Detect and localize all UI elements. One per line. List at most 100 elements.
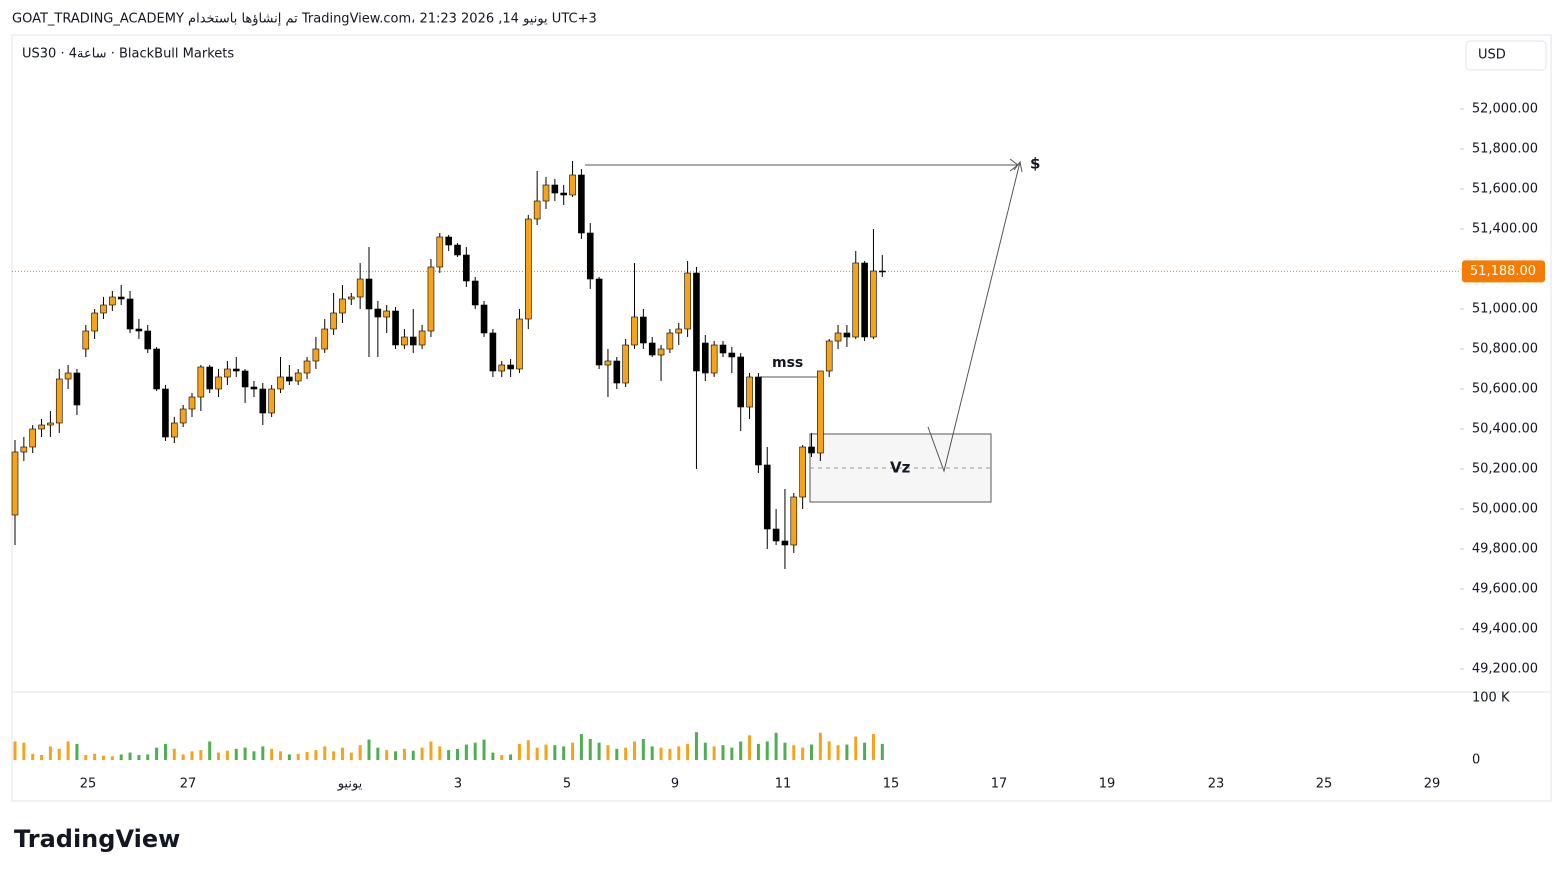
volume-bar xyxy=(13,741,17,760)
volume-bar xyxy=(332,751,336,760)
x-tick-label: 25 xyxy=(80,777,97,792)
volume-bar xyxy=(84,755,88,760)
volume-bar xyxy=(491,752,495,760)
candle-body xyxy=(852,262,860,338)
volume-bar xyxy=(438,746,442,760)
candle-body xyxy=(383,310,391,318)
volume-bar xyxy=(402,748,406,760)
chart-frame xyxy=(11,34,1552,802)
candle-body xyxy=(409,336,417,346)
candle-body xyxy=(445,236,452,246)
last-price-tag xyxy=(1462,260,1545,283)
candle-body xyxy=(746,376,753,408)
candle-body xyxy=(737,356,745,408)
candle-body xyxy=(206,366,213,390)
x-tick-label: 19 xyxy=(1099,777,1116,792)
candle-body xyxy=(790,496,798,546)
volume-bar xyxy=(349,752,353,760)
candle-body xyxy=(418,330,426,346)
volume-bar xyxy=(792,745,796,760)
candle-body xyxy=(259,388,267,414)
volume-bar xyxy=(40,755,44,760)
volume-bar xyxy=(854,736,858,760)
volume-bar xyxy=(641,738,645,760)
candle-body xyxy=(675,328,683,334)
candle-body xyxy=(250,386,258,390)
candle-body xyxy=(878,270,886,273)
volume-bar xyxy=(66,741,70,760)
volume-bar xyxy=(464,744,468,760)
volume-bar xyxy=(287,754,291,760)
volume-bar xyxy=(429,741,433,760)
candle-body xyxy=(578,174,585,234)
candle-body xyxy=(82,330,90,350)
x-tick-label: 29 xyxy=(1424,777,1441,792)
volume-bar xyxy=(305,751,309,760)
volume-bar xyxy=(535,747,539,760)
x-tick-label: 15 xyxy=(883,777,900,792)
candle-body xyxy=(516,318,523,370)
currency[interactable]: USD xyxy=(1478,48,1506,63)
candle-body xyxy=(11,451,19,516)
y-tick-label: 50,200.00 xyxy=(1472,462,1538,477)
y-tick-label: 50,600.00 xyxy=(1472,382,1538,397)
volume-bar xyxy=(279,751,282,760)
candle-body xyxy=(781,540,789,546)
volume-bar xyxy=(677,746,681,760)
volume-bar xyxy=(880,743,884,760)
volume-bar xyxy=(650,746,654,760)
volume-bar xyxy=(836,745,840,760)
volume-bar xyxy=(553,745,557,760)
candle-body xyxy=(595,278,603,366)
volume-bar xyxy=(57,748,61,760)
currency-button[interactable] xyxy=(1465,40,1547,71)
volume-bar xyxy=(340,747,344,760)
candle-body xyxy=(109,296,116,306)
candle-body xyxy=(684,272,691,330)
volume-bar xyxy=(730,747,734,760)
x-tick-label: 23 xyxy=(1208,777,1225,792)
volume-bar xyxy=(252,751,256,760)
volume-bar xyxy=(172,748,176,760)
volume-bar xyxy=(526,740,530,760)
volume-bar xyxy=(473,742,477,760)
candle-body xyxy=(38,424,45,430)
volume-bar xyxy=(517,743,521,760)
volume-bar xyxy=(137,755,141,760)
candle-body xyxy=(392,310,399,346)
candle-body xyxy=(20,446,28,453)
volume-bar xyxy=(509,754,513,760)
volume-bar xyxy=(871,734,875,760)
volume-bar xyxy=(48,746,52,760)
symbol: US30 · 4ساعة · BlackBull Markets xyxy=(22,47,234,62)
last-price-label: 51,188.00 xyxy=(1470,264,1536,279)
candle-body xyxy=(480,304,488,334)
volume-bar xyxy=(296,753,300,760)
candle-body xyxy=(55,378,63,424)
volume-bar xyxy=(801,747,805,760)
candle-body xyxy=(560,192,568,196)
volume-bar xyxy=(367,739,371,760)
candle-body xyxy=(640,316,647,344)
x-tick-label: 5 xyxy=(563,777,571,792)
candle-body xyxy=(825,340,833,372)
volume-bar xyxy=(163,743,167,760)
x-tick-label: 11 xyxy=(775,777,792,792)
candle-body xyxy=(339,298,346,314)
target-label: $ xyxy=(1030,155,1040,173)
drawings xyxy=(585,158,1023,503)
candle-body xyxy=(64,372,72,380)
volume-bar xyxy=(748,735,752,760)
candle-body xyxy=(330,312,337,330)
x-tick-label: 17 xyxy=(991,777,1008,792)
candle-body xyxy=(533,200,541,220)
candle-body xyxy=(489,332,497,372)
volume-bar xyxy=(500,755,504,760)
candle-body xyxy=(861,262,868,338)
candle-body xyxy=(197,366,205,398)
mss-label: mss xyxy=(772,355,803,371)
candle-body xyxy=(321,328,329,350)
candle-body xyxy=(135,328,143,332)
y-tick-label: 51,000.00 xyxy=(1472,302,1538,317)
candle-body xyxy=(224,368,231,378)
